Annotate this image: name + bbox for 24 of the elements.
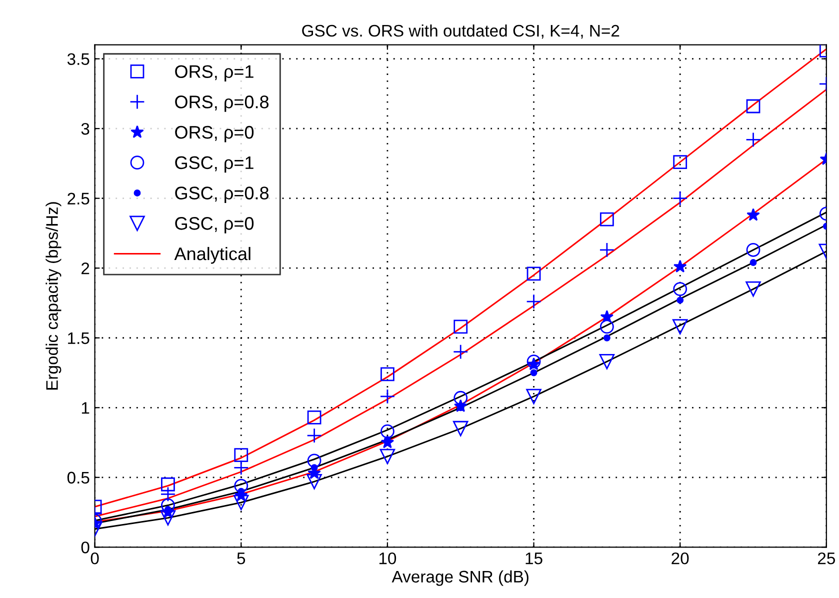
y-tick-label: 0	[81, 542, 90, 554]
y-tick-label: 2	[82, 262, 90, 274]
y-tick-label: 3	[81, 122, 90, 135]
legend-label: GSC, ρ=0.8	[175, 186, 269, 204]
chart-title: GSC vs. ORS with outdated CSI, K=4, N=2	[302, 24, 620, 39]
legend-label: ORS, ρ=0	[175, 126, 254, 142]
legend-label: ORS, ρ=0.8	[175, 96, 269, 112]
y-tick-label: 1	[82, 402, 90, 414]
y-tick-label: 1.5	[68, 332, 90, 344]
legend-label: GSC, ρ=1	[175, 156, 254, 173]
x-tick-label: 5	[237, 552, 246, 564]
x-tick-label: 10	[379, 552, 396, 564]
x-axis-title: Average SNR (dB)	[392, 570, 528, 586]
x-tick-label: 20	[672, 552, 689, 564]
x-tick-label: 15	[526, 552, 542, 564]
y-tick-label: 2.5	[68, 192, 90, 205]
legend-label: GSC, ρ=0	[175, 217, 254, 234]
y-tick-label: 3.5	[67, 53, 90, 66]
y-axis-title: Ergodic capacity (bps/Hz)	[46, 202, 62, 390]
x-tick-label: 25	[818, 552, 835, 564]
x-tick-label: 0	[90, 552, 99, 564]
legend-label: ORS, ρ=1	[175, 65, 254, 82]
y-tick-label: 0.5	[67, 472, 90, 484]
legend-label: Analytical	[174, 246, 250, 264]
